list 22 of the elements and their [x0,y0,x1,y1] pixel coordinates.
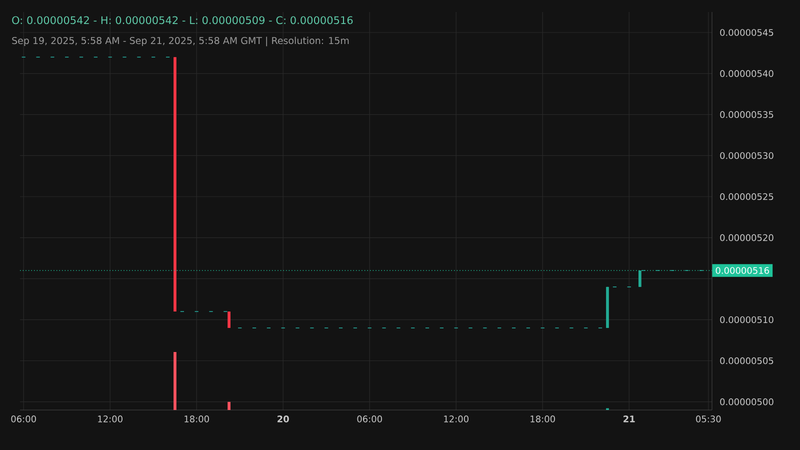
x-tick-label: 05:30 [696,416,721,422]
y-tick-label: 0.00000505 [720,357,774,364]
y-tick-label: 0.00000525 [720,193,774,200]
y-tick-label: 0.00000545 [720,29,774,36]
x-tick-label: 12:00 [98,416,122,422]
text: Sep 19, 2025, 5:58 AM - Sep 21, 2025, 5:58 AM GMT | Resolution: 15m [12,36,349,46]
x-tick-label: 20 [278,416,289,422]
x-tick-label: 06:00 [357,416,382,422]
x-tick-label: 06:00 [11,416,36,422]
x-tick-label: 18:00 [184,416,209,422]
chart-title: O: 0.00000542 - H: 0.00000542 - L: 0.00000509 - C: 0.00000516 [12,16,353,24]
y-tick-label: 0.00000535 [720,111,774,118]
ref-line-label: 0.00000516 [716,267,770,274]
x-tick-label: 18:00 [530,416,555,422]
x-tick-label: 21 [624,416,635,422]
y-tick-label: 0.00000510 [720,316,774,324]
candlestick [638,270,642,288]
y-tick-label: 0.00000540 [720,70,774,77]
y-tick-label: 0.00000520 [720,234,774,242]
y-tick-label: 0.00000530 [720,152,774,160]
x-tick-label: 12:00 [444,416,468,422]
y-tick-label: 0.00000500 [720,398,774,406]
